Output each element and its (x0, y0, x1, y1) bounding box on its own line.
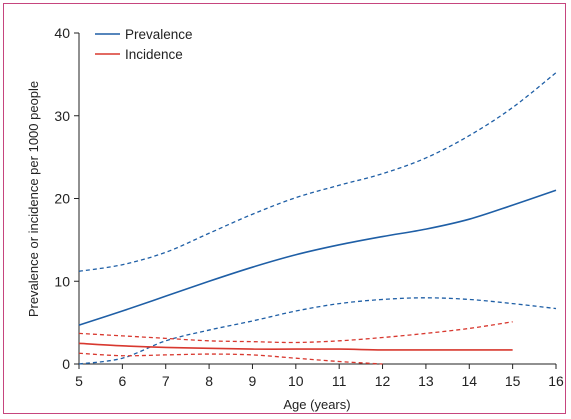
y-tick-label: 10 (54, 273, 70, 289)
series-layer (78, 72, 557, 365)
x-tick-label: 12 (375, 373, 391, 389)
x-tick-label: 6 (118, 373, 126, 389)
legend: Prevalence Incidence (95, 27, 193, 62)
ticks: 5 6 7 8 9 10 11 12 13 14 15 16 0 10 20 30 40 (54, 25, 564, 389)
x-tick-label: 15 (505, 373, 521, 389)
x-tick-label: 9 (249, 373, 257, 389)
series-line-incidence-lower-ci (78, 352, 383, 365)
legend-label-incidence: Incidence (125, 47, 183, 62)
series-line-incidence (78, 342, 513, 351)
y-tick-label: 0 (62, 356, 70, 372)
y-axis-title: Prevalence or incidence per 1000 people (26, 81, 41, 317)
series-line-prevalence-lower-ci (78, 297, 557, 365)
y-tick-label: 30 (54, 108, 70, 124)
x-tick-label: 8 (205, 373, 213, 389)
figure-frame (3, 3, 566, 414)
x-tick-label: 11 (332, 373, 347, 389)
x-tick-label: 7 (162, 373, 170, 389)
y-tick-label: 20 (54, 191, 70, 207)
series-line-prevalence-upper-ci (78, 72, 557, 272)
legend-label-prevalence: Prevalence (125, 27, 193, 42)
x-tick-label: 16 (548, 373, 564, 389)
axes (78, 33, 556, 365)
x-tick-label: 10 (288, 373, 304, 389)
x-tick-label: 5 (75, 373, 83, 389)
x-tick-label: 13 (418, 373, 434, 389)
x-axis-title: Age (years) (283, 397, 350, 412)
series-line-incidence-upper-ci (78, 321, 513, 344)
series-line-prevalence (78, 189, 557, 326)
y-tick-label: 40 (54, 25, 70, 41)
x-tick-label: 14 (461, 373, 477, 389)
